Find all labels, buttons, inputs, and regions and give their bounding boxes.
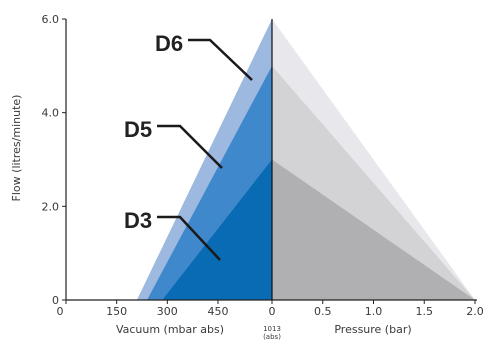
vacuum-axis-label: Vacuum (mbar abs) <box>116 323 224 336</box>
y-tick-label: 4.0 <box>42 107 60 120</box>
pressure-tick-label: 2.0 <box>466 305 484 318</box>
vacuum-tick-label: 300 <box>157 305 178 318</box>
d3-pressure-area <box>272 159 475 300</box>
y-tick-label: 6.0 <box>42 13 60 26</box>
chart-axes: 0 2.0 4.0 6.0 0 150 300 450 0 0.5 1.0 1.5 2.0 <box>42 13 484 318</box>
d6-leader-line <box>188 38 253 81</box>
center-tick-label: 0 <box>269 305 276 318</box>
d3-leader-line <box>157 215 221 261</box>
y-tick-label: 0 <box>52 294 59 307</box>
d5-label: D5 <box>124 117 152 142</box>
pressure-axis-label: Pressure (bar) <box>334 323 411 336</box>
pressure-tick-label: 1.0 <box>365 305 383 318</box>
series-callouts: D6 D5 D3 <box>124 31 253 261</box>
d6-label: D6 <box>155 31 183 56</box>
pressure-tick-label: 1.5 <box>416 305 434 318</box>
d3-label: D3 <box>124 208 152 233</box>
d3-vacuum-area <box>162 159 272 300</box>
pressure-tick-label: 0.5 <box>314 305 332 318</box>
vacuum-tick-label: 0 <box>57 305 64 318</box>
chart-areas <box>136 19 475 300</box>
vacuum-abs-sublabel: 1013 (abs) <box>263 325 281 341</box>
vacuum-tick-label: 150 <box>106 305 127 318</box>
y-tick-label: 2.0 <box>42 200 60 213</box>
chart-labels: Flow (litres/minute) Vacuum (mbar abs) P… <box>10 95 412 341</box>
vacuum-tick-label: 450 <box>207 305 228 318</box>
d5-leader-line <box>157 124 223 169</box>
y-axis-label: Flow (litres/minute) <box>10 95 23 202</box>
